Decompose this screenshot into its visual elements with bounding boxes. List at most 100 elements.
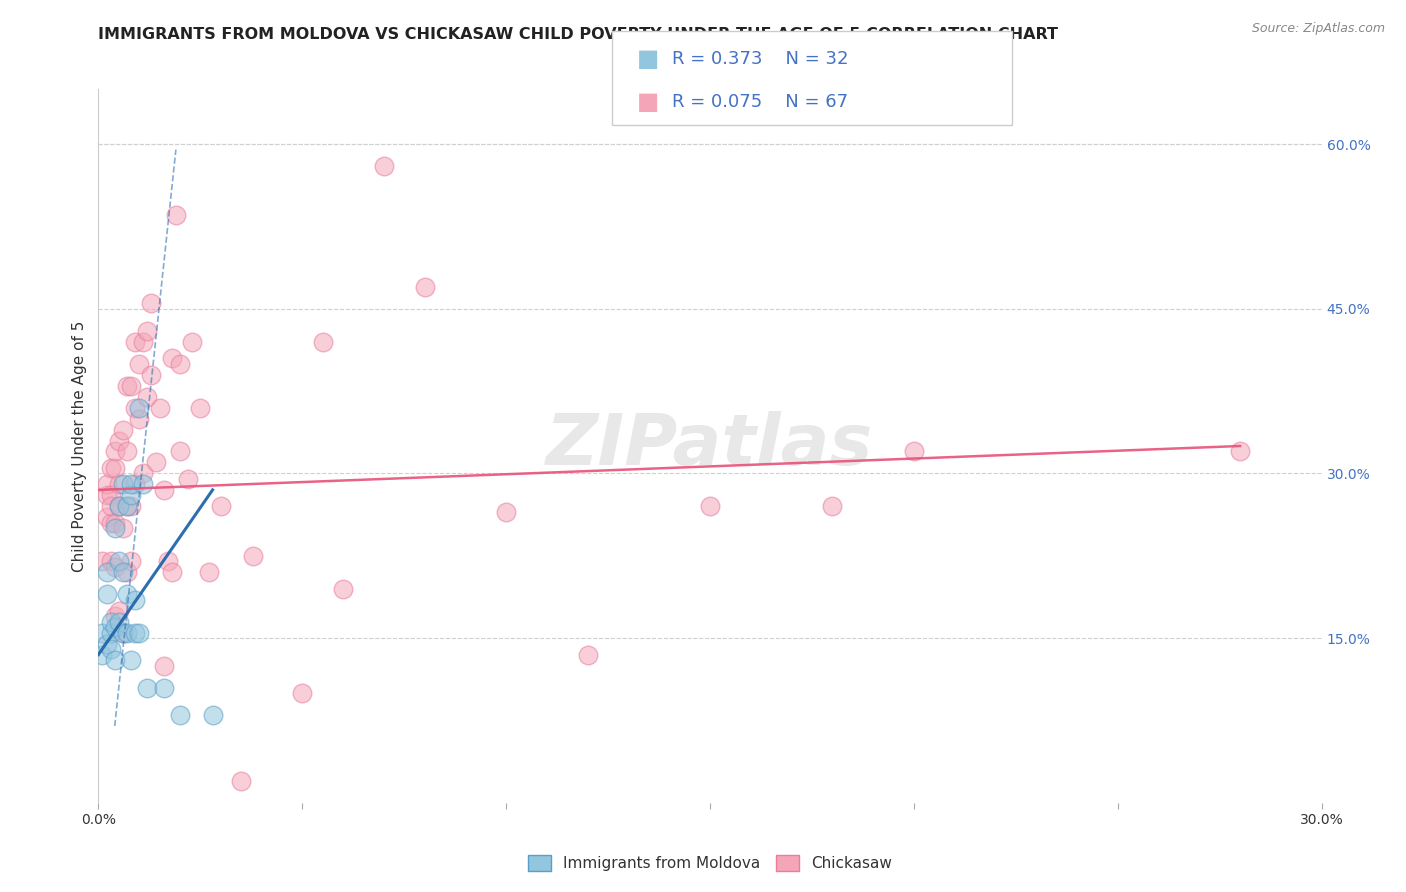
Point <box>132 477 155 491</box>
Point <box>136 681 159 695</box>
Point <box>132 467 155 481</box>
Text: ■: ■ <box>637 47 659 71</box>
Point <box>169 708 191 723</box>
Y-axis label: Child Poverty Under the Age of 5: Child Poverty Under the Age of 5 <box>72 320 87 572</box>
Point <box>242 549 264 563</box>
Point <box>124 625 146 640</box>
Point <box>91 625 114 640</box>
Point <box>115 566 138 580</box>
Point <box>115 500 138 514</box>
Point <box>96 510 118 524</box>
Point <box>128 625 150 640</box>
Point <box>115 587 138 601</box>
Point <box>160 566 183 580</box>
Point <box>120 500 142 514</box>
Point <box>96 566 118 580</box>
Point <box>108 434 131 448</box>
Point <box>312 334 335 349</box>
Point <box>576 648 599 662</box>
Point <box>100 516 122 530</box>
Point <box>156 554 179 568</box>
Point <box>124 592 146 607</box>
Point <box>108 500 131 514</box>
Point <box>128 411 150 425</box>
Point <box>91 648 114 662</box>
Point <box>152 658 174 673</box>
Point <box>120 554 142 568</box>
Text: ■: ■ <box>637 90 659 114</box>
Point <box>104 461 127 475</box>
Point <box>115 378 138 392</box>
Point <box>96 637 118 651</box>
Point <box>111 477 134 491</box>
Point <box>111 566 134 580</box>
Point <box>136 390 159 404</box>
Point <box>104 516 127 530</box>
Point <box>1229 444 1251 458</box>
Point <box>124 477 146 491</box>
Point <box>169 357 191 371</box>
Point <box>100 554 122 568</box>
Point <box>100 488 122 502</box>
Point <box>903 444 925 458</box>
Point <box>104 609 127 624</box>
Point <box>136 324 159 338</box>
Point <box>108 604 131 618</box>
Point <box>149 401 172 415</box>
Point <box>100 461 122 475</box>
Point <box>108 615 131 629</box>
Point <box>201 708 224 723</box>
Point <box>111 625 134 640</box>
Point <box>104 444 127 458</box>
Point <box>96 477 118 491</box>
Point <box>291 686 314 700</box>
Text: R = 0.075    N = 67: R = 0.075 N = 67 <box>672 93 848 111</box>
Point <box>128 357 150 371</box>
Point <box>169 444 191 458</box>
Point <box>111 625 134 640</box>
Point <box>115 625 138 640</box>
Point <box>100 615 122 629</box>
Legend: Immigrants from Moldova, Chickasaw: Immigrants from Moldova, Chickasaw <box>522 849 898 877</box>
Point <box>104 653 127 667</box>
Point <box>197 566 219 580</box>
Point <box>209 500 232 514</box>
Point <box>108 554 131 568</box>
Point <box>120 378 142 392</box>
Point <box>108 500 131 514</box>
Point <box>145 455 167 469</box>
Point <box>124 334 146 349</box>
Point <box>120 477 142 491</box>
Point <box>100 500 122 514</box>
Point <box>120 653 142 667</box>
Point <box>160 351 183 366</box>
Point <box>96 587 118 601</box>
Point <box>120 488 142 502</box>
Point <box>132 334 155 349</box>
Text: IMMIGRANTS FROM MOLDOVA VS CHICKASAW CHILD POVERTY UNDER THE AGE OF 5 CORRELATIO: IMMIGRANTS FROM MOLDOVA VS CHICKASAW CHI… <box>98 27 1059 42</box>
Point <box>231 773 253 788</box>
Point <box>699 500 721 514</box>
Point <box>108 477 131 491</box>
Point <box>141 296 163 310</box>
Point <box>821 500 844 514</box>
Point <box>152 681 174 695</box>
Point <box>181 334 204 349</box>
Point <box>100 625 122 640</box>
Point <box>495 505 517 519</box>
Text: Source: ZipAtlas.com: Source: ZipAtlas.com <box>1251 22 1385 36</box>
Point <box>111 423 134 437</box>
Point <box>111 521 134 535</box>
Point <box>104 521 127 535</box>
Point <box>115 500 138 514</box>
Point <box>124 401 146 415</box>
Point <box>128 401 150 415</box>
Point <box>332 582 354 596</box>
Point <box>115 444 138 458</box>
Text: R = 0.373    N = 32: R = 0.373 N = 32 <box>672 51 849 69</box>
Point <box>152 483 174 497</box>
Point <box>188 401 212 415</box>
Point <box>413 280 436 294</box>
Point <box>165 209 187 223</box>
Point <box>96 488 118 502</box>
